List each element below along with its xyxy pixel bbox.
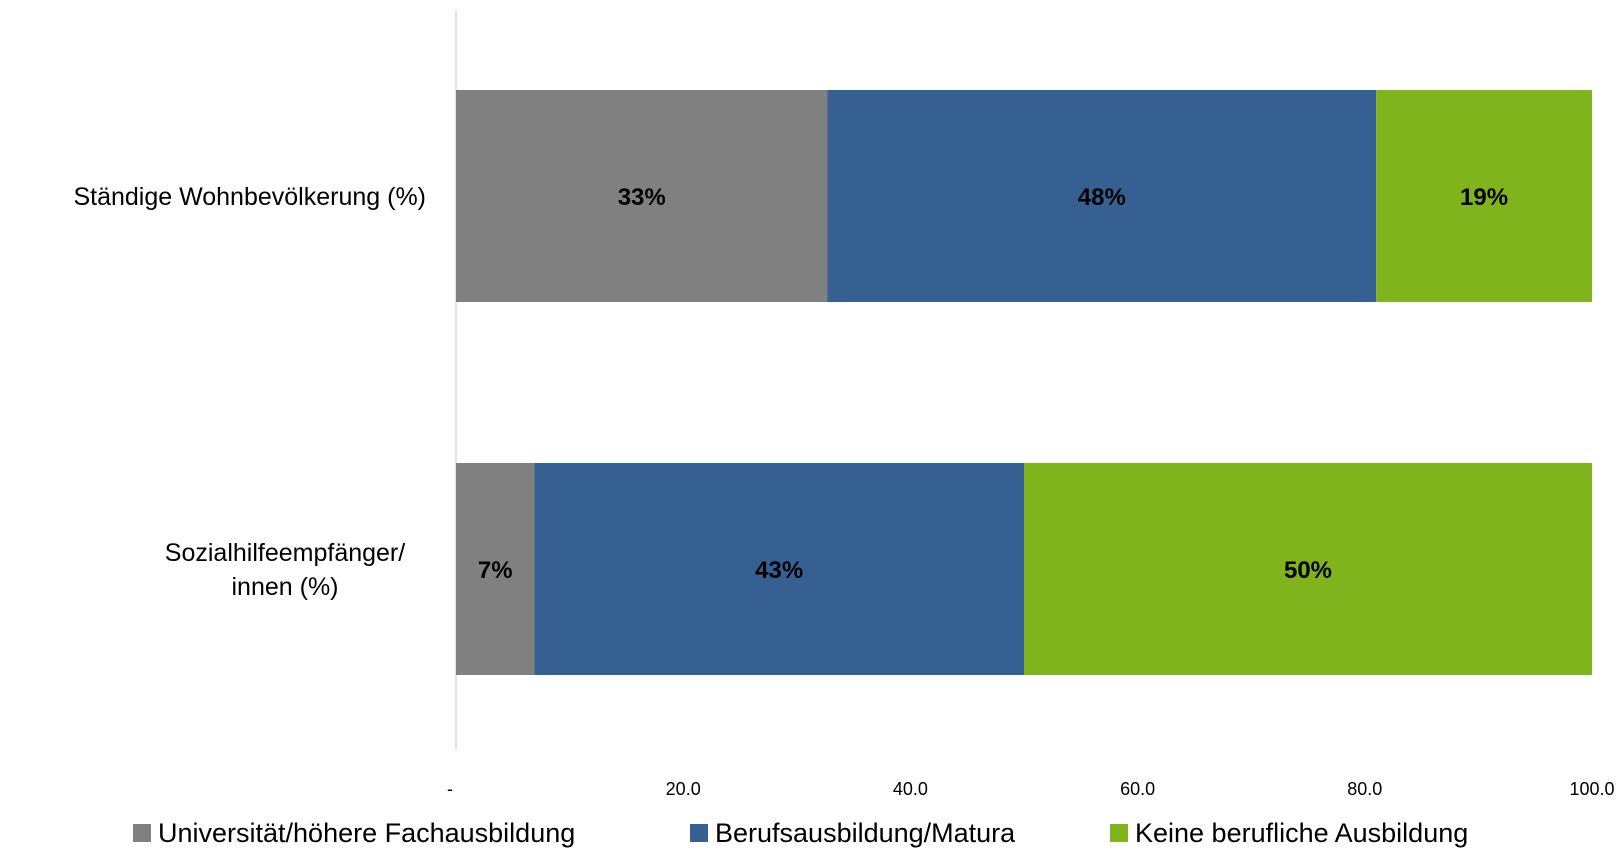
category-labels: Ständige Wohnbevölkerung (%) Sozialhilfee… [73, 183, 426, 601]
x-axis-ticks: - 20.0 40.0 60.0 80.0 100.0 [447, 779, 1615, 799]
bar-segment [534, 463, 1024, 675]
legend-entry: Berufsausbildung/Matura [690, 818, 1016, 848]
bar-segment [456, 90, 828, 302]
x-tick-label: 80.0 [1347, 779, 1382, 799]
bar-segment [827, 90, 1377, 302]
data-label: 50% [1284, 557, 1332, 584]
legend-label: Keine berufliche Ausbildung [1135, 818, 1468, 848]
legend-label: Universität/höhere Fachausbildung [158, 818, 575, 848]
x-tick-label: 100.0 [1569, 779, 1614, 799]
legend-entry: Universität/höhere Fachausbildung [133, 818, 575, 848]
legend-label: Berufsausbildung/Matura [715, 818, 1016, 848]
category-label-line: Ständige Wohnbevölkerung (%) [73, 183, 426, 211]
data-label: 19% [1460, 184, 1508, 211]
x-tick-label: 60.0 [1120, 779, 1155, 799]
data-label: 43% [755, 557, 803, 584]
category-label-line: innen (%) [232, 573, 339, 601]
category-label-line: Sozialhilfeempfänger/ [165, 539, 405, 567]
data-label: 33% [618, 184, 666, 211]
x-tick-label: 40.0 [893, 779, 928, 799]
x-tick-label: 20.0 [666, 779, 701, 799]
legend-swatch [1110, 824, 1128, 842]
bar-segment [1376, 90, 1592, 302]
data-label: 7% [478, 557, 513, 584]
bar-segment [1024, 463, 1592, 675]
x-tick-label: - [447, 779, 453, 799]
category-label: Sozialhilfeempfänger/innen (%) [165, 539, 405, 601]
bars: 33% 48% 19% 7% 43% 50% [456, 90, 1592, 675]
legend-entry: Keine berufliche Ausbildung [1110, 818, 1468, 848]
category-label: Ständige Wohnbevölkerung (%) [73, 183, 426, 211]
legend-swatch [133, 824, 151, 842]
legend: Universität/höhere Fachausbildung Berufsa… [133, 818, 1468, 848]
bar-segment [456, 463, 535, 675]
legend-swatch [690, 824, 708, 842]
data-label: 48% [1078, 184, 1126, 211]
